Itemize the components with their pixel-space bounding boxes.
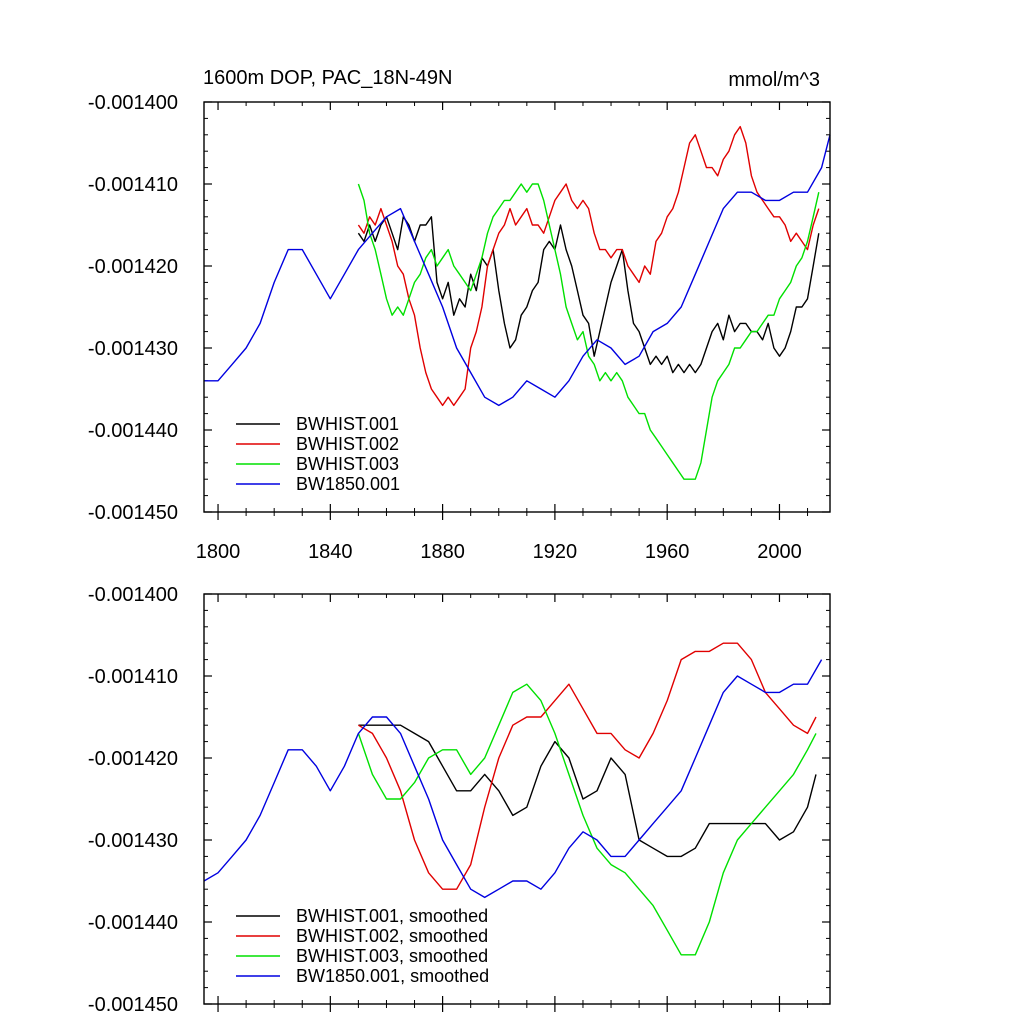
y-tick-label: -0.001440 bbox=[88, 912, 178, 934]
x-tick-label: 2000 bbox=[757, 541, 802, 563]
x-tick-label: 1880 bbox=[420, 541, 465, 563]
legend-label: BWHIST.003 bbox=[296, 454, 399, 474]
x-tick-label: 1800 bbox=[196, 541, 241, 563]
top-y-tick-labels: -0.001400 -0.001410 -0.001420 -0.001430 -0.0… bbox=[88, 92, 178, 524]
top-plot-frame bbox=[203, 101, 831, 513]
bottom-series bbox=[203, 642, 823, 956]
bottom-panel: -0.001400 -0.001410 -0.001420 -0.001430 -0.0… bbox=[88, 584, 831, 1016]
legend-label: BWHIST.001, smoothed bbox=[296, 906, 488, 926]
units-label: mmol/m^3 bbox=[728, 69, 820, 91]
y-tick-label: -0.001450 bbox=[88, 994, 178, 1016]
y-tick-label: -0.001400 bbox=[88, 584, 178, 606]
series-line bbox=[357, 683, 817, 956]
y-tick-label: -0.001400 bbox=[88, 92, 178, 114]
series-line bbox=[357, 125, 820, 407]
top-panel: 1600m DOP, PAC_18N-49N mmol/m^3 -0.00140… bbox=[88, 67, 831, 563]
legend-label: BW1850.001 bbox=[296, 474, 400, 494]
y-tick-label: -0.001450 bbox=[88, 502, 178, 524]
y-tick-label: -0.001420 bbox=[88, 748, 178, 770]
series-line bbox=[358, 724, 817, 858]
legend-label: BWHIST.003, smoothed bbox=[296, 946, 488, 966]
y-tick-label: -0.001440 bbox=[88, 420, 178, 442]
y-tick-label: -0.001410 bbox=[88, 174, 178, 196]
legend-label: BWHIST.002, smoothed bbox=[296, 926, 488, 946]
x-tick-label: 1920 bbox=[533, 541, 578, 563]
series-line bbox=[357, 183, 820, 480]
y-tick-label: -0.001420 bbox=[88, 256, 178, 278]
chart-title: 1600m DOP, PAC_18N-49N bbox=[203, 67, 452, 89]
top-series bbox=[204, 125, 831, 480]
bottom-plot-frame bbox=[203, 593, 831, 1005]
top-x-tick-labels: 1800 1840 1880 1920 1960 2000 bbox=[196, 541, 802, 563]
series-line bbox=[358, 642, 817, 890]
x-tick-label: 1960 bbox=[645, 541, 690, 563]
legend-label: BWHIST.001 bbox=[296, 414, 399, 434]
legend-label: BW1850.001, smoothed bbox=[296, 966, 489, 986]
y-tick-label: -0.001430 bbox=[88, 830, 178, 852]
legend-label: BWHIST.002 bbox=[296, 434, 399, 454]
x-tick-label: 1840 bbox=[308, 541, 353, 563]
y-tick-label: -0.001410 bbox=[88, 666, 178, 688]
series-line bbox=[203, 659, 823, 899]
series-line bbox=[204, 134, 831, 407]
bottom-y-tick-labels: -0.001400 -0.001410 -0.001420 -0.001430 -0.0… bbox=[88, 584, 178, 1016]
y-tick-label: -0.001430 bbox=[88, 338, 178, 360]
